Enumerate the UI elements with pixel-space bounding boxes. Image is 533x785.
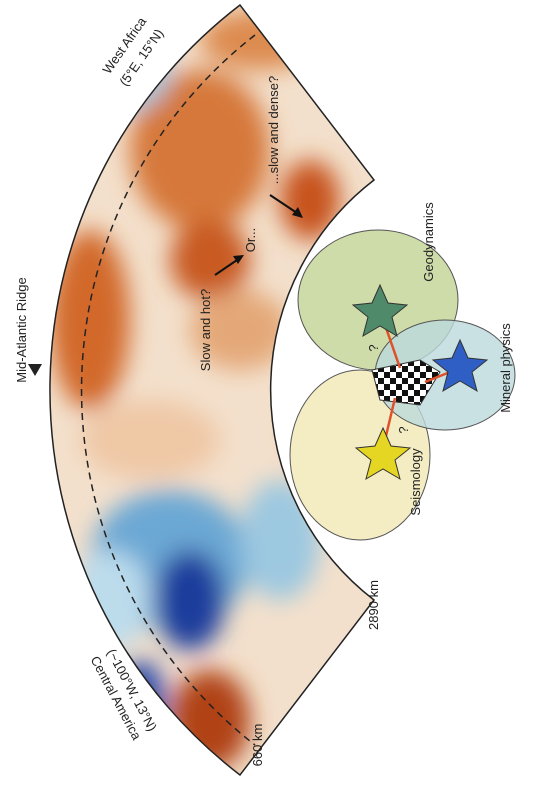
depth-label: 660 km (250, 724, 265, 767)
annotation: ...slow and dense? (266, 76, 281, 184)
ridge-marker (28, 364, 42, 376)
question-mark: ? (366, 344, 381, 351)
ridge-label: Mid-Atlantic Ridge (14, 277, 29, 383)
circle-label: Mineral physics (498, 323, 513, 413)
figure: Mid-Atlantic Ridge West Africa (5°E, 15°… (0, 0, 533, 780)
depth-label: 2890 km (366, 580, 381, 630)
circle-label: Seismology (408, 448, 423, 516)
question-mark: ? (396, 426, 411, 433)
annotation: Or... (243, 228, 258, 253)
circle-label: Geodynamics (421, 202, 436, 282)
annotation: Slow and hot? (198, 289, 213, 371)
